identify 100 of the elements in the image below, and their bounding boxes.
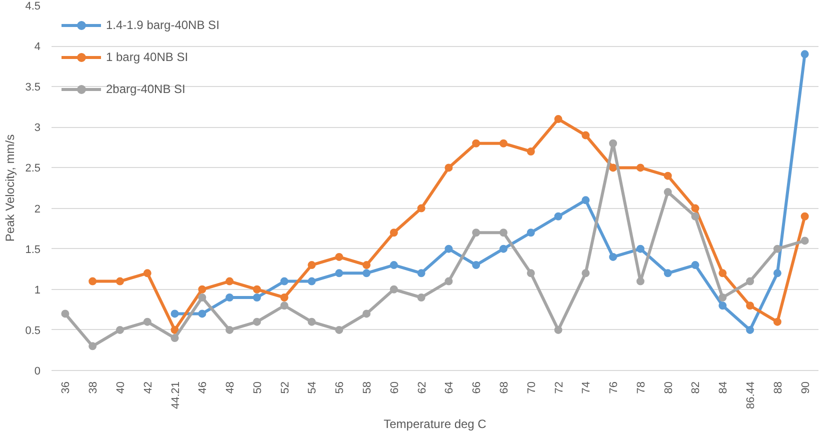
point bbox=[198, 310, 206, 318]
point bbox=[691, 204, 700, 212]
point bbox=[773, 269, 782, 278]
point bbox=[664, 188, 672, 196]
y-tick-label: 1 bbox=[34, 284, 41, 296]
point bbox=[582, 269, 590, 278]
y-tick-label: 4 bbox=[34, 41, 41, 54]
point bbox=[582, 196, 590, 204]
point bbox=[226, 294, 234, 302]
point bbox=[472, 261, 480, 270]
point bbox=[609, 252, 618, 261]
point bbox=[226, 326, 234, 334]
point bbox=[280, 302, 288, 310]
x-tick-label: 36 bbox=[60, 381, 72, 394]
y-tick-label: 2.5 bbox=[25, 162, 41, 175]
x-tick-label: 62 bbox=[416, 381, 428, 394]
point bbox=[636, 164, 644, 172]
x-tick-label: 86.44 bbox=[745, 381, 758, 410]
point bbox=[390, 228, 398, 237]
x-tick-label: 46 bbox=[197, 381, 210, 394]
x-tick-label: 40 bbox=[114, 381, 127, 394]
point bbox=[170, 334, 179, 342]
x-tick-label: 60 bbox=[388, 381, 401, 394]
point bbox=[143, 318, 152, 326]
y-tick-label: 1.5 bbox=[25, 244, 41, 256]
point bbox=[417, 269, 426, 278]
point bbox=[773, 244, 782, 253]
x-tick-label: 74 bbox=[580, 381, 593, 394]
x-tick-label: 72 bbox=[553, 381, 566, 394]
point bbox=[746, 302, 754, 310]
point bbox=[609, 164, 618, 172]
point bbox=[499, 244, 508, 253]
point bbox=[444, 164, 453, 172]
point bbox=[252, 285, 261, 294]
point bbox=[472, 139, 480, 148]
point bbox=[170, 310, 179, 318]
x-axis-title: Temperature deg C bbox=[384, 417, 487, 432]
point bbox=[554, 212, 562, 220]
point bbox=[636, 244, 644, 253]
point bbox=[718, 294, 727, 302]
x-tick-label: 58 bbox=[362, 381, 374, 394]
point bbox=[773, 318, 782, 326]
point bbox=[116, 326, 124, 334]
point bbox=[800, 50, 809, 58]
point bbox=[691, 212, 700, 220]
x-tick-label: 42 bbox=[142, 381, 154, 394]
point bbox=[116, 277, 124, 286]
y-tick-label: 0.5 bbox=[25, 324, 41, 337]
point bbox=[143, 269, 152, 278]
point bbox=[718, 269, 727, 278]
point bbox=[718, 302, 727, 310]
point bbox=[444, 277, 453, 286]
x-tick-label: 82 bbox=[690, 381, 702, 394]
x-tick-label: 84 bbox=[718, 381, 730, 394]
legend-label: 1 barg 40NB SI bbox=[106, 50, 188, 64]
x-tick-label: 56 bbox=[334, 381, 346, 394]
point bbox=[664, 172, 672, 180]
point bbox=[417, 294, 426, 302]
point bbox=[198, 294, 206, 302]
x-tick-label: 64 bbox=[444, 381, 456, 394]
point bbox=[746, 277, 754, 286]
point bbox=[335, 269, 344, 278]
point bbox=[526, 269, 535, 278]
point bbox=[88, 342, 97, 350]
x-tick-label: 52 bbox=[279, 381, 292, 394]
point bbox=[800, 236, 809, 245]
x-tick-label: 48 bbox=[224, 381, 237, 394]
point bbox=[636, 277, 644, 286]
point bbox=[390, 285, 398, 294]
point bbox=[554, 326, 562, 334]
point bbox=[252, 294, 261, 302]
y-tick-label: 2 bbox=[34, 203, 41, 216]
y-tick-label: 3.5 bbox=[25, 82, 41, 94]
point bbox=[417, 204, 426, 212]
point bbox=[526, 148, 535, 156]
x-tick-label: 88 bbox=[772, 381, 784, 394]
x-tick-label: 78 bbox=[635, 381, 648, 394]
x-tick-label: 44.21 bbox=[170, 381, 182, 410]
point bbox=[582, 131, 590, 140]
point bbox=[362, 310, 371, 318]
point bbox=[170, 326, 179, 334]
x-tick-label: 76 bbox=[608, 381, 620, 394]
point bbox=[800, 212, 809, 220]
point bbox=[554, 115, 562, 124]
x-tick-label: 80 bbox=[662, 381, 675, 394]
y-tick-label: 0 bbox=[34, 366, 41, 378]
point bbox=[362, 261, 371, 270]
point bbox=[308, 261, 316, 270]
point bbox=[472, 228, 480, 237]
legend-label: 2barg-40NB SI bbox=[106, 82, 186, 96]
x-tick-label: 66 bbox=[471, 381, 484, 394]
point bbox=[198, 285, 206, 294]
legend-label: 1.4-1.9 barg-40NB SI bbox=[106, 18, 220, 32]
point bbox=[746, 326, 754, 334]
point bbox=[526, 228, 535, 237]
point bbox=[280, 294, 288, 302]
y-axis-title: Peak Velocity, mm/s bbox=[3, 134, 18, 242]
point bbox=[499, 228, 508, 237]
point bbox=[61, 310, 70, 318]
point bbox=[390, 261, 398, 270]
